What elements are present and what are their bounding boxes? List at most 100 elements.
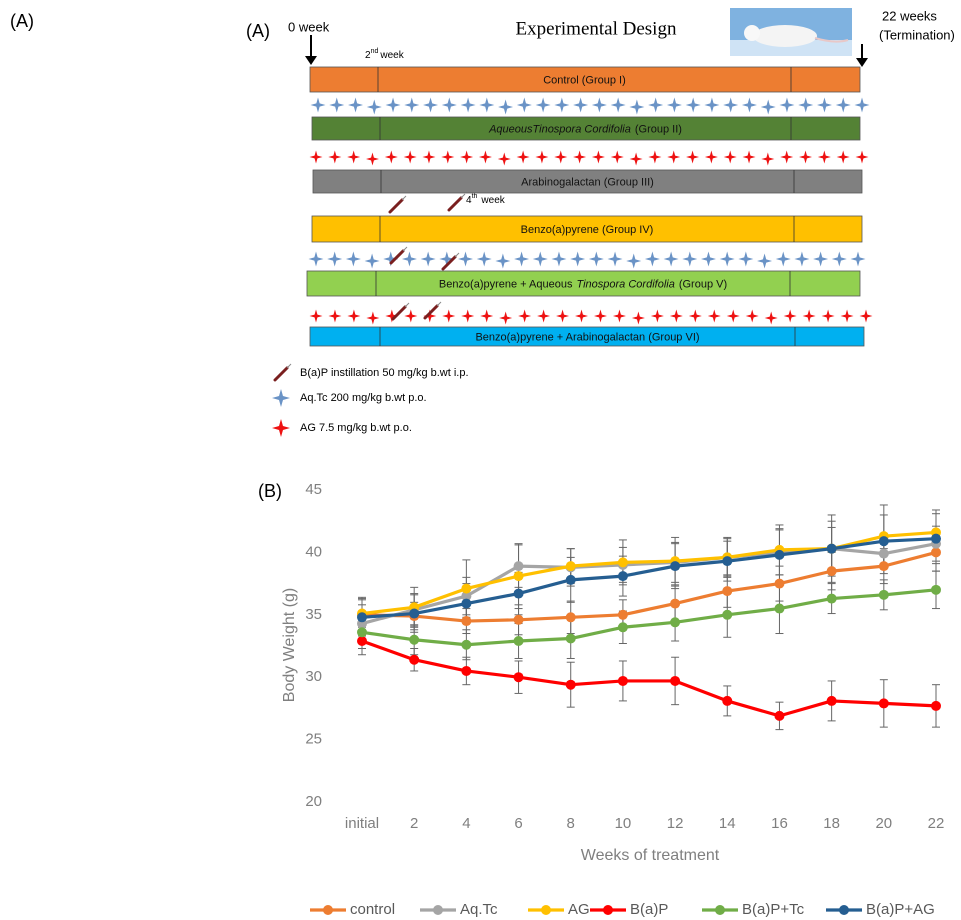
week-label: 2nd week [365, 48, 405, 61]
legend-label: Aq.Tc [460, 901, 498, 918]
series-line [361, 639, 937, 718]
star [588, 251, 604, 267]
star [570, 251, 586, 267]
star [821, 309, 835, 323]
label-part: Benzo(a)pyrene + Arabinogalactan (Group … [475, 331, 699, 343]
star [669, 309, 683, 323]
star [478, 150, 492, 164]
x-tick-label: 22 [928, 815, 945, 832]
star [439, 251, 455, 267]
x-tick-label: 10 [615, 815, 632, 832]
star [761, 152, 775, 166]
star [309, 309, 323, 323]
star [345, 251, 361, 267]
data-point [617, 571, 628, 582]
data-point [513, 571, 524, 582]
panel-label: (A) [246, 21, 270, 41]
label-part: Tinospora Cordifolia [576, 278, 674, 290]
star [535, 97, 551, 113]
star [442, 309, 456, 323]
data-point [565, 679, 576, 690]
data-point [670, 561, 681, 572]
label-part: (Group V) [679, 278, 727, 290]
star [327, 251, 343, 267]
data-point [409, 654, 420, 665]
x-tick-label: 14 [719, 815, 736, 832]
y-tick-label: 40 [305, 543, 322, 560]
star [383, 251, 399, 267]
y-tick-label: 20 [305, 793, 322, 810]
star [458, 251, 474, 267]
data-point [513, 672, 524, 683]
data-point [617, 557, 628, 568]
label-part: Arabinogalactan (Group III) [521, 176, 654, 188]
data-point [409, 634, 420, 645]
star [573, 150, 587, 164]
syringe-needle [401, 195, 407, 201]
star [794, 251, 810, 267]
syringe-needle [286, 363, 292, 369]
star [420, 251, 436, 267]
star [480, 309, 494, 323]
legend-label: B(a)P [630, 901, 668, 918]
end-label: (Termination) [879, 27, 955, 42]
star [686, 150, 700, 164]
data-point [461, 639, 472, 650]
star [518, 309, 532, 323]
star [308, 251, 324, 267]
legend-label: AG 7.5 mg/kg b.wt p.o. [300, 422, 412, 434]
star [499, 311, 513, 325]
week-label: 4th week [466, 193, 506, 206]
star [817, 150, 831, 164]
x-tick-label: 20 [875, 815, 892, 832]
star [685, 97, 701, 113]
data-point [461, 591, 472, 602]
x-tick-label: 2 [410, 815, 418, 832]
star [631, 311, 645, 325]
star [422, 150, 436, 164]
syringe-needle [402, 246, 408, 252]
group-bar [311, 116, 861, 141]
star [403, 150, 417, 164]
group-bar [311, 215, 863, 243]
data-point [722, 556, 733, 567]
star [742, 150, 756, 164]
star [460, 97, 476, 113]
syringe-needle [460, 193, 466, 199]
star [607, 251, 623, 267]
star [745, 309, 759, 323]
data-point [617, 622, 628, 633]
data-point [878, 548, 889, 559]
star [836, 150, 850, 164]
arrow-head [305, 56, 317, 65]
design-title: Experimental Design [516, 18, 677, 39]
star [479, 97, 495, 113]
panel-label: (A) [10, 11, 34, 31]
star [498, 99, 514, 115]
data-point [878, 536, 889, 547]
data-point [774, 710, 785, 721]
legend-label: AG [568, 901, 590, 918]
star [831, 251, 847, 267]
star [495, 253, 511, 269]
legend-star [272, 389, 290, 407]
data-point [513, 614, 524, 625]
data-point [357, 612, 367, 623]
legend-label: control [350, 901, 395, 918]
syringe [441, 255, 457, 271]
data-point [722, 586, 733, 597]
label-part: Control (Group I) [543, 74, 626, 86]
star [610, 150, 624, 164]
star [666, 97, 682, 113]
star [554, 97, 570, 113]
star [329, 97, 345, 113]
data-point [826, 695, 837, 706]
data-point [513, 636, 524, 647]
star [514, 251, 530, 267]
star [423, 309, 437, 323]
star [700, 251, 716, 267]
star [719, 251, 735, 267]
data-point [722, 609, 733, 620]
syringe [273, 366, 289, 382]
syringe [423, 304, 439, 320]
